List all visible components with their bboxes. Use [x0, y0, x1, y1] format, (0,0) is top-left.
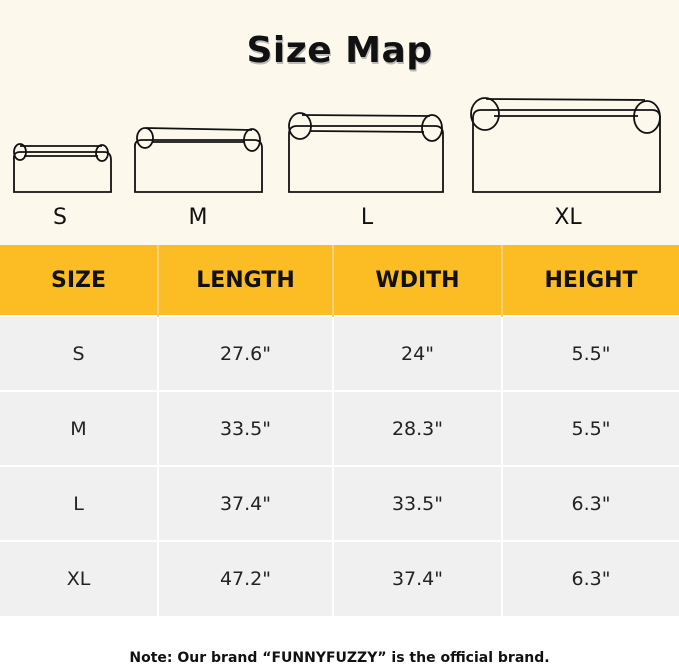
sofa-illustrations [12, 97, 661, 193]
cell-width: 24" [333, 315, 503, 391]
header-width: WDITH [333, 245, 503, 316]
header-size: SIZE [0, 245, 159, 316]
size-label-xl: XL [554, 205, 582, 230]
table-row: XL 47.2" 37.4" 6.3" [0, 540, 679, 616]
cell-width: 37.4" [333, 540, 503, 616]
sofa-xl-icon [470, 97, 661, 193]
cell-length: 27.6" [158, 315, 334, 391]
table-row: L 37.4" 33.5" 6.3" [0, 465, 679, 541]
header-height: HEIGHT [502, 245, 679, 316]
table-row: M 33.5" 28.3" 5.5" [0, 390, 679, 466]
table-header-row: SIZE LENGTH WDITH HEIGHT [0, 245, 679, 316]
cell-size: L [0, 465, 159, 541]
size-table: SIZE LENGTH WDITH HEIGHT S 27.6" 24" 5.5… [0, 245, 679, 616]
page-title: Size Map [246, 30, 433, 71]
cell-length: 47.2" [158, 540, 334, 616]
cell-height: 6.3" [502, 465, 679, 541]
size-label-s: S [53, 205, 67, 230]
cell-length: 37.4" [158, 465, 334, 541]
brand-note: Note: Our brand “FUNNYFUZZY” is the offi… [129, 650, 550, 666]
sofa-m-icon [133, 127, 263, 193]
sofa-l-icon [288, 112, 444, 193]
cell-length: 33.5" [158, 390, 334, 466]
table-row: S 27.6" 24" 5.5" [0, 315, 679, 391]
cell-size: XL [0, 540, 159, 616]
cell-width: 28.3" [333, 390, 503, 466]
header-length: LENGTH [158, 245, 334, 316]
cell-height: 6.3" [502, 540, 679, 616]
cell-height: 5.5" [502, 390, 679, 466]
cell-size: M [0, 390, 159, 466]
cell-size: S [0, 315, 159, 391]
cell-height: 5.5" [502, 315, 679, 391]
size-label-m: M [188, 205, 208, 230]
sofa-s-icon [12, 143, 112, 193]
cell-width: 33.5" [333, 465, 503, 541]
size-map-banner [0, 0, 679, 245]
size-label-l: L [360, 205, 374, 230]
